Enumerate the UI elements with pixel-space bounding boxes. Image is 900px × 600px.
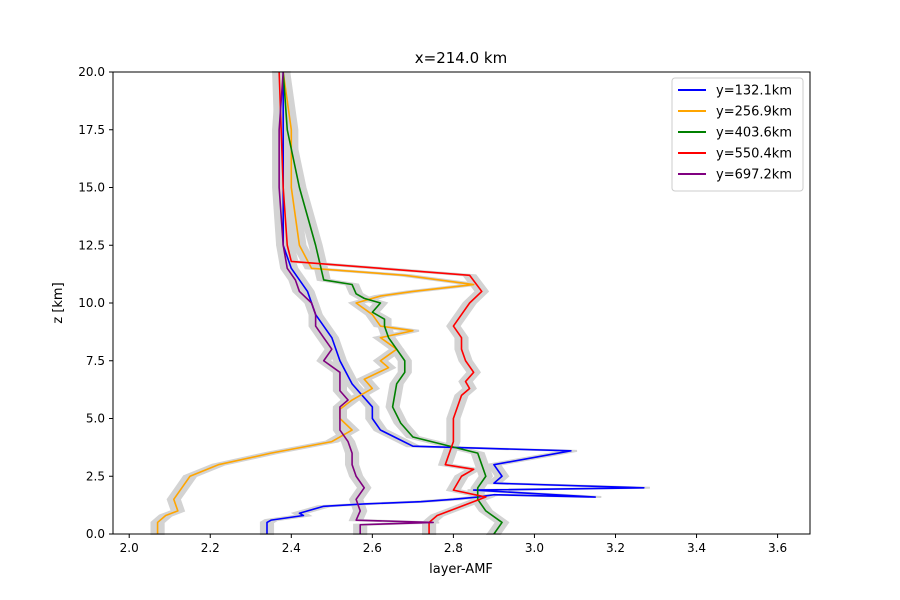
y-tick-label: 12.5 <box>78 238 105 252</box>
x-tick-label: 2.0 <box>120 541 139 555</box>
legend-box <box>671 77 804 192</box>
series-line-3 <box>278 71 487 534</box>
y-tick-label: 2.5 <box>86 469 105 483</box>
series-lines <box>156 71 645 535</box>
x-axis-label: layer-AMF <box>429 562 493 577</box>
x-axis-ticks: 2.0 2.2 2.4 2.6 2.8 3.0 3.2 3.4 3.6 <box>120 534 787 555</box>
y-tick-label: 5.0 <box>86 412 105 426</box>
y-tick-label: 0.0 <box>86 527 105 541</box>
x-tick-label: 3.0 <box>525 541 544 555</box>
chart-title: x=214.0 km <box>415 49 507 67</box>
y-axis-label: z [km] <box>51 282 66 323</box>
y-tick-label: 17.5 <box>78 123 105 137</box>
legend: y=132.1km y=256.9km y=403.6km y=550.4km y=69… <box>671 77 804 192</box>
legend-label: y=697.2km <box>716 168 792 183</box>
x-tick-label: 2.2 <box>201 541 220 555</box>
y-axis-ticks: 0.0 2.5 5.0 7.5 10.0 12.5 15.0 17.5 20.0 <box>78 65 113 541</box>
x-tick-label: 3.6 <box>768 541 787 555</box>
y-tick-label: 10.0 <box>78 296 105 310</box>
series-line-2 <box>282 71 503 535</box>
series-line-4 <box>278 71 434 534</box>
y-tick-label: 15.0 <box>78 181 105 195</box>
uncertainty-bands <box>150 71 650 535</box>
legend-label: y=550.4km <box>716 147 792 162</box>
series-line-1 <box>156 71 475 534</box>
x-tick-label: 3.4 <box>687 541 706 555</box>
y-tick-label: 7.5 <box>86 354 105 368</box>
y-tick-label: 20.0 <box>78 65 105 79</box>
legend-label: y=403.6km <box>716 126 792 141</box>
x-tick-label: 2.8 <box>444 541 463 555</box>
series-line-0 <box>266 72 645 534</box>
x-tick-label: 2.4 <box>282 541 301 555</box>
legend-label: y=132.1km <box>716 84 792 99</box>
x-tick-label: 2.6 <box>363 541 382 555</box>
legend-label: y=256.9km <box>716 105 792 120</box>
x-tick-label: 3.2 <box>606 541 625 555</box>
